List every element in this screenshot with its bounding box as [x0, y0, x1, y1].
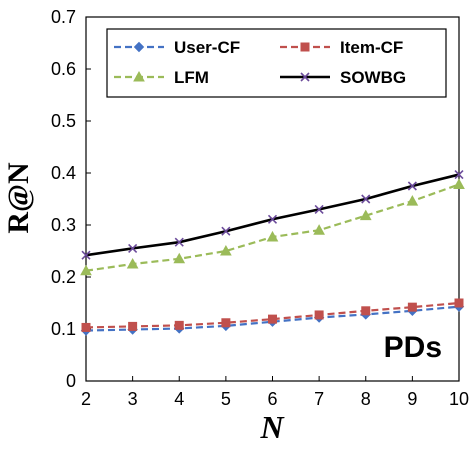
x-tick-label: 5	[221, 389, 231, 409]
x-tick-label: 10	[449, 389, 469, 409]
data-point-lfm	[80, 264, 92, 276]
data-point-sowbg	[314, 204, 324, 214]
x-tick-label: 2	[81, 389, 91, 409]
data-point-item-cf	[454, 298, 464, 308]
legend-label-item-cf: Item-CF	[340, 38, 403, 57]
data-point-item-cf	[314, 310, 324, 320]
x-tick-label: 4	[174, 389, 184, 409]
data-point-item-cf	[407, 302, 417, 312]
x-tick-label: 7	[314, 389, 324, 409]
y-tick-label: 0.2	[51, 267, 76, 287]
legend-marker-user-cf	[133, 41, 145, 53]
series-line-lfm	[85, 183, 460, 272]
data-point-sowbg	[128, 243, 138, 253]
y-axis-title: R@N	[2, 162, 35, 234]
data-point-lfm	[266, 230, 279, 242]
data-point-sowbg	[221, 226, 231, 236]
legend-marker-sowbg	[300, 72, 310, 82]
series-line-item-cf	[85, 301, 460, 329]
series-line-sowbg	[85, 173, 460, 257]
y-tick-label: 0	[66, 371, 76, 391]
y-tick-label: 0.7	[51, 7, 76, 27]
data-point-sowbg	[361, 194, 371, 204]
y-tick-label: 0.6	[51, 59, 76, 79]
y-tick-label: 0.4	[51, 163, 76, 183]
legend-label-lfm: LFM	[174, 68, 209, 87]
series-line-user-cf	[85, 305, 460, 332]
data-point-sowbg	[407, 181, 417, 191]
y-tick-label: 0.5	[51, 111, 76, 131]
dataset-annotation: PDs	[384, 331, 442, 364]
y-tick-label: 0.1	[51, 319, 76, 339]
x-axis-title: N	[259, 409, 285, 445]
legend-box	[106, 28, 447, 98]
y-tick-label: 0.3	[51, 215, 76, 235]
data-point-lfm	[173, 252, 186, 264]
data-point-lfm	[220, 244, 232, 256]
data-point-item-cf	[174, 320, 184, 330]
data-point-sowbg	[174, 237, 184, 247]
data-point-lfm	[313, 224, 325, 235]
data-point-item-cf	[268, 314, 277, 324]
data-point-sowbg	[454, 169, 464, 180]
data-point-lfm	[359, 209, 372, 221]
data-point-item-cf	[128, 321, 138, 331]
data-point-item-cf	[221, 318, 231, 328]
data-point-item-cf	[361, 306, 371, 316]
x-tick-label: 6	[267, 389, 277, 409]
x-tick-label: 3	[128, 389, 138, 409]
legend-marker-lfm	[133, 70, 145, 82]
data-point-lfm	[126, 257, 139, 269]
data-point-item-cf	[81, 322, 91, 332]
legend-marker-item-cf	[300, 42, 310, 52]
x-tick-label: 8	[361, 389, 371, 409]
data-point-sowbg	[267, 214, 278, 224]
data-point-lfm	[453, 178, 465, 189]
data-point-sowbg	[81, 250, 91, 260]
legend: User-CF Item-CF LFM SOWBG	[106, 28, 447, 98]
x-tick-label: 9	[407, 389, 417, 409]
legend-label-user-cf: User-CF	[174, 38, 240, 57]
legend-label-sowbg: SOWBG	[340, 68, 406, 87]
data-point-lfm	[406, 195, 419, 206]
